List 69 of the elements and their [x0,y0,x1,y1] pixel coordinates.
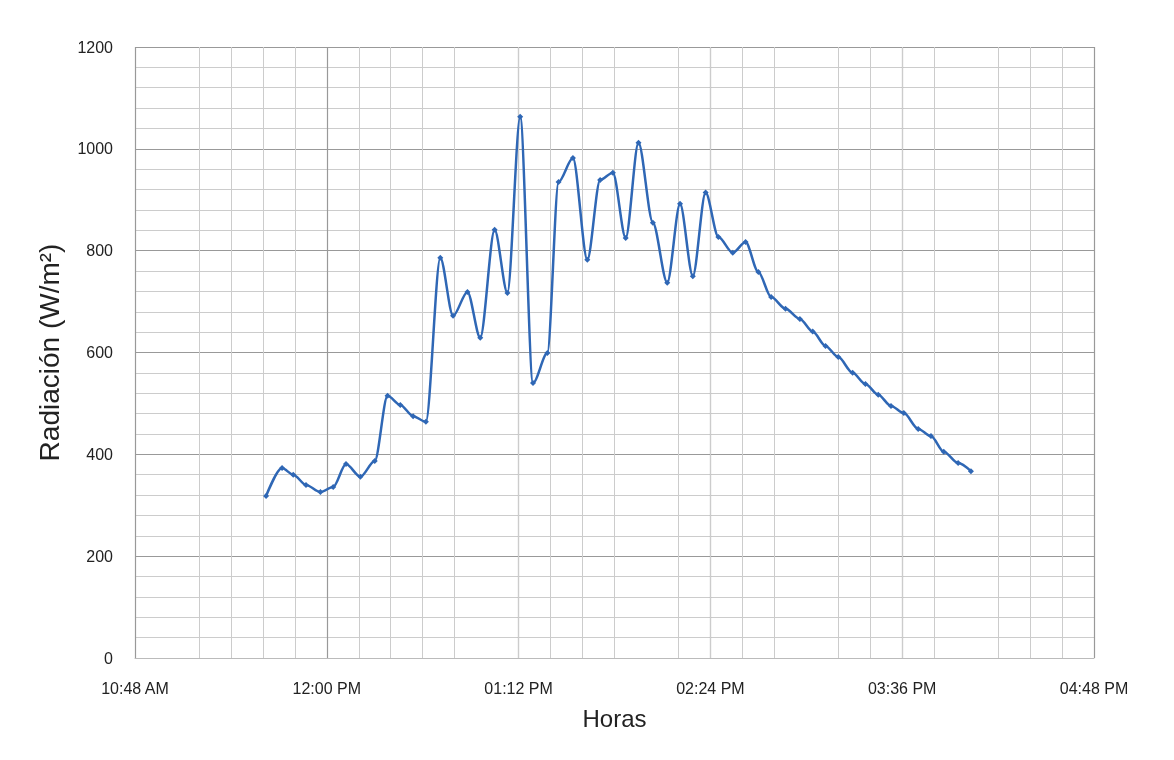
point [555,178,562,185]
point [875,391,882,398]
point [849,369,856,376]
point [835,354,842,361]
y-tick-label: 600 [86,344,114,361]
point [635,139,642,146]
point [742,239,749,246]
x-tick-label: 03:36 PM [867,679,937,697]
x-tick-label: 02:24 PM [676,679,745,697]
point [410,413,417,420]
point [597,176,604,183]
y-tick-label: 400 [86,445,114,463]
y-tick-label: 200 [86,547,114,565]
point [437,254,444,261]
point [317,489,324,496]
point [782,305,789,312]
point [529,380,536,387]
point [342,461,349,468]
x-tick-label: 04:48 PM [1059,679,1129,697]
x-tick-label: 01:12 PM [484,679,553,697]
point [940,448,947,455]
point [888,402,895,409]
point [384,392,391,399]
point [955,459,962,466]
point [622,234,629,241]
y-tick-label: 0 [104,649,114,667]
point [544,350,551,357]
point [477,334,484,341]
y-axis-title: Radiación (W/m²) [33,243,65,462]
point [371,457,378,464]
point [809,328,816,335]
point [504,289,511,296]
point [279,465,286,472]
x-axis-title: Horas [582,704,647,732]
point [915,425,922,432]
point [330,483,337,490]
point [569,155,576,161]
y-tick-label: 800 [86,242,114,260]
point [715,233,722,240]
point [900,410,907,417]
y-tick-label: 1000 [77,140,114,158]
point [584,256,591,263]
point [517,113,524,120]
point [464,288,471,295]
point [609,169,616,176]
point [303,481,310,488]
point [450,312,457,319]
point [397,401,404,408]
point [422,418,429,425]
point [357,473,364,480]
point [755,269,762,276]
point [702,189,709,196]
x-tick-label: 10:48 AM [101,679,169,697]
point [491,226,498,233]
y-tick-label: 1200 [77,38,114,56]
point [822,342,829,349]
point [768,294,775,300]
point [263,493,270,500]
x-tick-label: 12:00 PM [292,679,362,697]
point [796,315,803,322]
point [290,471,297,478]
point [729,249,736,256]
point [649,219,656,226]
point [677,200,684,207]
point [927,433,934,439]
point [862,381,869,388]
point [664,279,671,286]
point [689,273,696,280]
point [967,468,974,475]
